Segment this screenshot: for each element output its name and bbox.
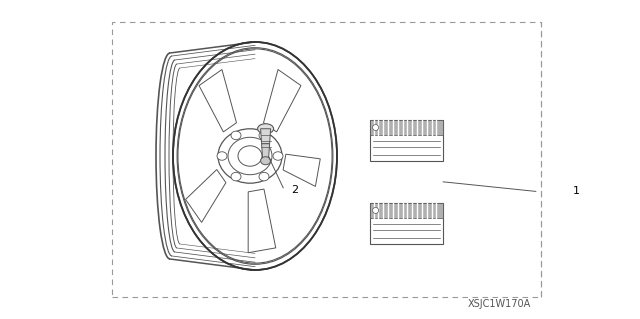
Ellipse shape [259,172,269,181]
Ellipse shape [372,124,379,130]
Ellipse shape [228,137,272,175]
Polygon shape [248,189,276,253]
Polygon shape [370,120,443,135]
Polygon shape [264,70,301,132]
Polygon shape [156,42,337,270]
Ellipse shape [257,124,274,134]
Ellipse shape [372,207,379,213]
Polygon shape [199,70,236,132]
Ellipse shape [218,129,282,183]
Polygon shape [262,144,269,159]
Ellipse shape [260,157,271,165]
Polygon shape [186,169,226,222]
Ellipse shape [173,42,337,270]
Ellipse shape [231,131,241,140]
Text: 2: 2 [291,185,298,195]
Text: 1: 1 [573,186,580,197]
Polygon shape [370,120,443,161]
Ellipse shape [231,172,241,181]
Polygon shape [370,203,443,244]
Polygon shape [283,154,320,186]
Polygon shape [370,203,443,218]
Text: XSJC1W170A: XSJC1W170A [468,300,531,309]
Ellipse shape [217,152,227,160]
Ellipse shape [273,152,283,160]
Polygon shape [260,129,271,144]
Ellipse shape [259,131,269,140]
Ellipse shape [238,146,262,166]
